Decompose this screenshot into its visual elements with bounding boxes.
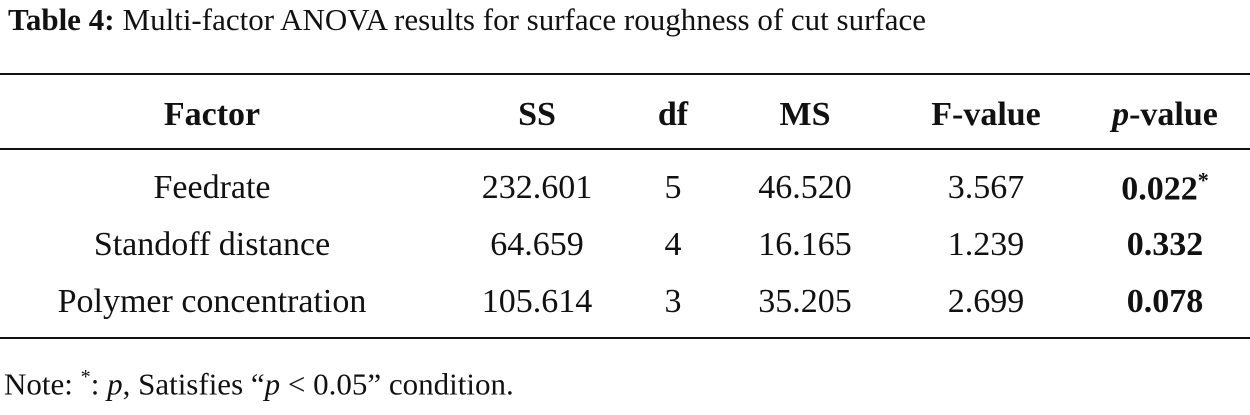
header-cell: Factor [163, 96, 261, 133]
table-caption: Table 4: Multi-factor ANOVA results for s… [8, 2, 926, 38]
caption-label: Table 4: [8, 2, 115, 37]
cell-text: 3.567 [947, 169, 1025, 206]
cell-text: 35.205 [758, 283, 852, 320]
header-text: -value [1129, 96, 1218, 133]
cell-text: Standoff distance [93, 226, 331, 263]
header-cell: p-value [1112, 96, 1218, 134]
table-cell: 35.205 [758, 283, 852, 321]
cell-text: Polymer concentration [57, 283, 367, 320]
table-cell: Standoff distance [94, 226, 330, 264]
cell-text: 4 [664, 226, 682, 263]
cell-text: 2.699 [947, 283, 1025, 320]
table-cell: 105.614 [482, 283, 593, 321]
header-cell: MS [779, 96, 831, 133]
table-cell: Polymer concentration [58, 283, 367, 321]
cell-text: 64.659 [490, 226, 584, 263]
table-cell: 4 [665, 226, 682, 264]
cell-text: 1.239 [947, 226, 1025, 263]
table-cell: 3.567 [948, 169, 1025, 207]
table-cell: 5 [665, 169, 682, 207]
cell-text: 0.332 [1126, 226, 1204, 263]
header-cell: F-value [931, 96, 1041, 133]
note-italic: p [107, 366, 123, 402]
p-value-cell: 0.022* [1121, 167, 1209, 208]
table-cell: 46.520 [758, 169, 852, 207]
table-cell: 1.239 [948, 226, 1025, 264]
note-mark: * [80, 366, 91, 388]
table-cell: 64.659 [490, 226, 584, 264]
table-cell: 16.165 [758, 226, 852, 264]
table-note: Note: *: p, Satisfies “p < 0.05” conditi… [4, 366, 514, 402]
p-value-cell: 0.078 [1127, 283, 1204, 321]
bottom-rule [0, 337, 1250, 339]
cell-text: 0.078 [1126, 283, 1204, 320]
cell-text: 0.022 [1121, 170, 1198, 208]
table-cell: 3 [665, 283, 682, 321]
cell-text: 5 [664, 169, 682, 206]
top-rule [0, 73, 1250, 75]
note-text: Note: [4, 366, 81, 402]
note-text: : [90, 366, 108, 402]
table-cell: 232.601 [482, 169, 593, 207]
cell-text: 3 [664, 283, 682, 320]
mid-rule [0, 148, 1250, 150]
caption-text: Multi-factor ANOVA results for surface r… [122, 2, 927, 37]
cell-text: 46.520 [758, 169, 852, 206]
header-cell: df [657, 96, 689, 133]
cell-text: 232.601 [481, 169, 593, 206]
table-cell: 2.699 [948, 283, 1025, 321]
header-italic: p [1112, 96, 1130, 133]
cell-text: 16.165 [758, 226, 852, 263]
table-cell: Feedrate [153, 169, 270, 207]
note-text: < 0.05” condition. [280, 366, 514, 402]
cell-text: 105.614 [481, 283, 593, 320]
significance-mark: * [1197, 167, 1209, 193]
note-text: , Satisfies “ [122, 366, 265, 402]
header-cell: SS [518, 96, 556, 133]
p-value-cell: 0.332 [1127, 226, 1204, 264]
cell-text: Feedrate [153, 169, 271, 206]
note-italic: p [264, 366, 281, 402]
